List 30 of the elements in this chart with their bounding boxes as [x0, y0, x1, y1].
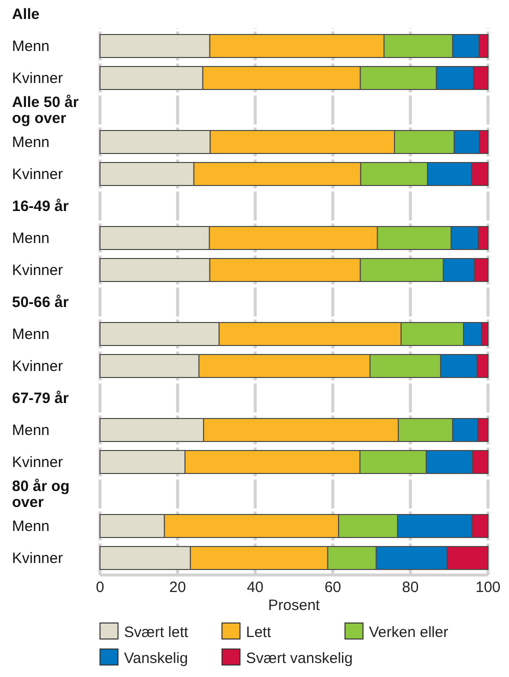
legend-label: Svært vanskelig [246, 650, 353, 667]
legend-label: Vanskelig [124, 650, 188, 667]
y-tick-label: 67-79 år [12, 390, 69, 407]
y-tick-label: Alle [12, 6, 40, 23]
x-tick-label: 60 [324, 579, 342, 596]
y-tick-label: Menn [12, 230, 50, 247]
y-tick-label: Kvinner [12, 358, 63, 375]
x-tick-label: 20 [169, 579, 186, 596]
y-tick-label: Kvinner [12, 454, 63, 471]
y-tick-label: Kvinner [12, 262, 63, 279]
x-tick-label: 0 [96, 579, 104, 596]
y-tick-label: 80 år og over [12, 478, 70, 511]
x-axis-title: Prosent [268, 597, 321, 614]
y-tick-label: Kvinner [12, 70, 63, 87]
y-tick-label: Menn [12, 38, 50, 55]
y-tick-label: Menn [12, 326, 50, 343]
y-tick-label: Kvinner [12, 166, 63, 183]
legend-label: Svært lett [124, 624, 190, 641]
y-tick-label: 50-66 år [12, 294, 69, 311]
legend-label: Lett [246, 624, 272, 641]
y-tick-label: Menn [12, 134, 50, 151]
y-tick-label: Alle 50 år og over [12, 94, 79, 127]
legend-label: Verken eller [369, 624, 448, 641]
y-tick-label: Menn [12, 518, 50, 535]
x-tick-label: 100 [475, 579, 501, 596]
x-tick-label: 80 [402, 579, 419, 596]
y-tick-label: 16-49 år [12, 198, 69, 215]
x-tick-label: 40 [246, 579, 264, 596]
y-tick-label: Kvinner [12, 550, 63, 567]
y-tick-label: Menn [12, 422, 50, 439]
